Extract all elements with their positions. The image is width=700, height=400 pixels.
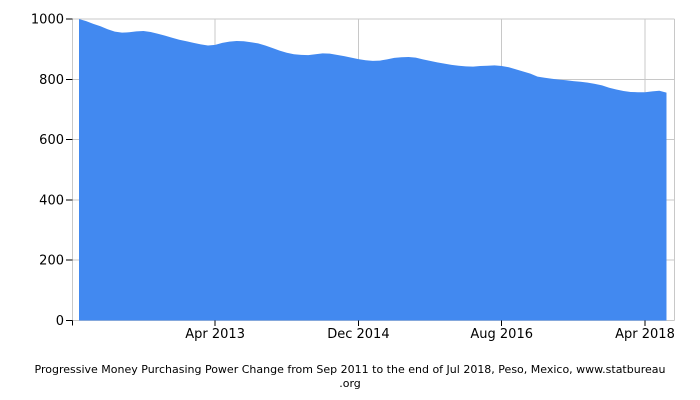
x-axis-tick-label: Dec 2014 [327, 327, 389, 342]
x-axis-tick-label: Aug 2016 [470, 327, 533, 342]
y-axis-tick-label: 0 [56, 314, 64, 329]
chart-caption-line2: .org [339, 377, 361, 390]
x-axis-tick-label: Apr 2013 [185, 327, 245, 342]
chart-caption: Progressive Money Purchasing Power Chang… [0, 363, 700, 391]
y-axis-tick-label: 600 [39, 133, 64, 148]
y-axis-tick-label: 1000 [31, 13, 64, 28]
x-axis-tick-label: Apr 2018 [615, 327, 675, 342]
y-axis-tick-label: 200 [39, 254, 64, 269]
y-axis-tick-label: 400 [39, 193, 64, 208]
chart-caption-line1: Progressive Money Purchasing Power Chang… [34, 363, 666, 376]
y-axis-tick-label: 800 [39, 73, 64, 88]
area-chart-svg: 0 200 400 600 800 1000 Apr 2013 Dec 2014 Aug 201… [31, 13, 675, 342]
area-series [79, 19, 667, 321]
